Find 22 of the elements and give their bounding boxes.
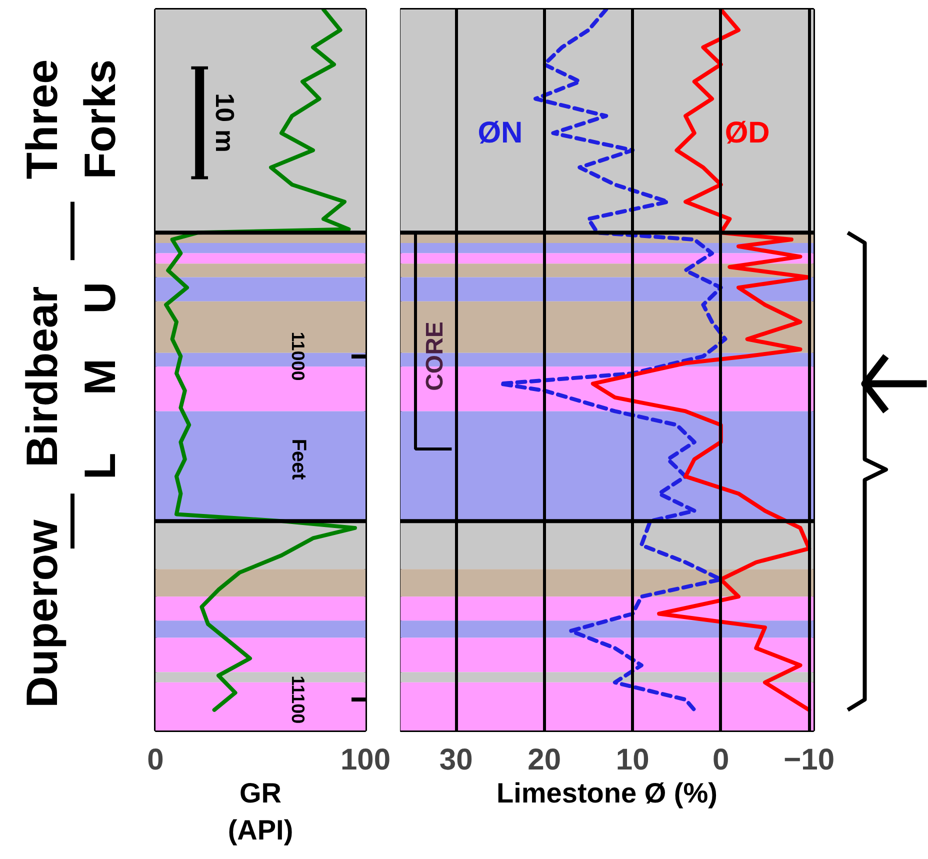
x-tick-label: 30 (439, 744, 473, 776)
x-tick-label: 10 (616, 744, 650, 776)
series-label: ØD (724, 116, 770, 150)
text: Birdbear (18, 286, 67, 468)
x-axis-title: Limestone Ø (%) (496, 778, 718, 808)
y-tick-label: 11000 (288, 332, 308, 381)
x-tick-label: 0 (147, 744, 164, 776)
annotation: 10 m (210, 93, 240, 152)
annotation: Feet (287, 438, 310, 480)
text: U (76, 282, 125, 314)
series-label: ØN (478, 116, 523, 150)
x-tick-label: 20 (528, 744, 562, 776)
x-tick-label: 100 (340, 744, 391, 776)
y-tick-label: 11100 (288, 676, 308, 724)
text: Duperow (18, 518, 67, 708)
text: Three Forks (18, 59, 125, 180)
x-tick-label: 0 (712, 744, 730, 776)
text: L (76, 452, 125, 480)
text: M (76, 358, 125, 396)
x-tick-label: −10 (784, 744, 835, 776)
annotation: CORE (421, 322, 448, 391)
x-axis-title: GR (API) (228, 778, 294, 846)
